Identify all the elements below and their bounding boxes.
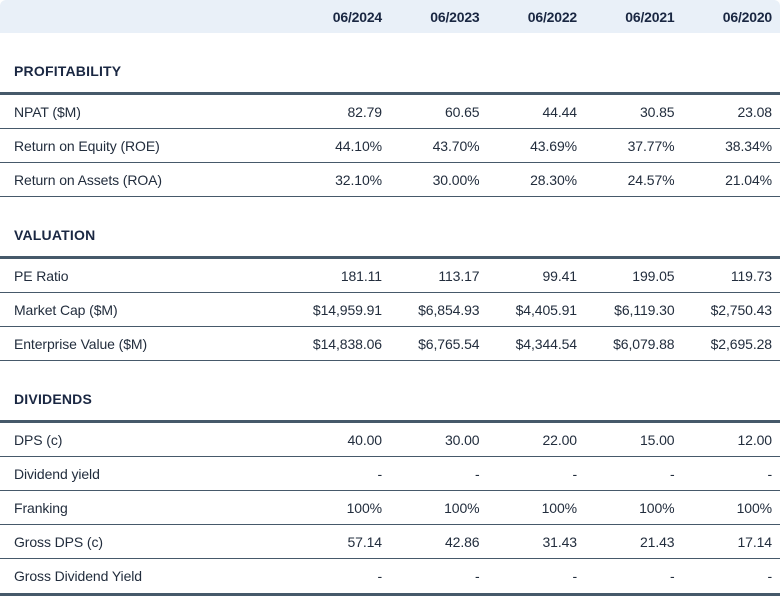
table-section: PROFITABILITY NPAT ($M) 82.79 60.65 44.44 3…: [0, 33, 780, 197]
row-value: 15.00: [639, 431, 675, 448]
row-value: $14,959.91: [312, 301, 382, 318]
row-value: 21.04%: [725, 171, 772, 188]
column-header-year: 06/2020: [722, 8, 772, 25]
column-header-year: 06/2021: [625, 8, 675, 25]
row-value: $6,119.30: [614, 301, 675, 318]
row-value: $6,854.93: [418, 301, 480, 318]
table-row: Enterprise Value ($M) $14,838.06 $6,765.5…: [0, 327, 780, 361]
section-rows: PE Ratio 181.11 113.17 99.41 199.05 119.73 M…: [0, 259, 780, 361]
table-row: DPS (c) 40.00 30.00 22.00 15.00 12.00: [0, 423, 780, 457]
row-value: 43.70%: [432, 137, 480, 154]
row-value: 12.00: [737, 431, 772, 448]
row-label: DPS (c): [14, 431, 63, 448]
row-value: $4,405.91: [515, 301, 577, 318]
row-value: 100%: [639, 499, 675, 516]
row-value: 57.14: [347, 533, 382, 550]
table-row: PE Ratio 181.11 113.17 99.41 199.05 119.73: [0, 259, 780, 293]
row-value: 17.14: [737, 533, 772, 550]
row-value: -: [377, 465, 382, 482]
table-row: Gross DPS (c) 57.14 42.86 31.43 21.43 17.14: [0, 525, 780, 559]
row-value: -: [474, 465, 480, 482]
row-label: Dividend yield: [14, 465, 100, 482]
row-label: Enterprise Value ($M): [14, 335, 148, 352]
row-value: 82.79: [347, 103, 382, 120]
table-row: Market Cap ($M) $14,959.91 $6,854.93 $4,40…: [0, 293, 780, 327]
table-header-row: 06/2024 06/2023 06/2022 06/2021 06/2020: [0, 0, 780, 33]
table-section: VALUATION PE Ratio 181.11 113.17 99.41 199.…: [0, 197, 780, 361]
row-value: -: [572, 465, 577, 482]
row-label: Return on Assets (ROA): [14, 171, 162, 188]
section-title: VALUATION: [0, 197, 780, 259]
row-value: 60.65: [444, 103, 480, 120]
row-label: Gross DPS (c): [14, 533, 103, 550]
row-value: 199.05: [632, 267, 675, 284]
table-sections: PROFITABILITY NPAT ($M) 82.79 60.65 44.44 3…: [0, 33, 780, 593]
row-value: 30.85: [639, 103, 675, 120]
row-value: $2,695.28: [710, 335, 772, 352]
row-value: $6,765.54: [418, 335, 480, 352]
row-label: Gross Dividend Yield: [14, 568, 142, 584]
row-value: -: [669, 465, 675, 482]
row-value: 30.00%: [432, 171, 480, 188]
row-value: $2,750.43: [710, 301, 772, 318]
table-row: Return on Assets (ROA) 32.10% 30.00% 28.30…: [0, 163, 780, 197]
row-label: Franking: [14, 499, 68, 516]
row-value: 32.10%: [335, 171, 382, 188]
row-value: 40.00: [347, 431, 382, 448]
table-row: NPAT ($M) 82.79 60.65 44.44 30.85 23.08: [0, 95, 780, 129]
row-label: NPAT ($M): [14, 103, 81, 120]
table-row: Dividend yield - - - - -: [0, 457, 780, 491]
row-value: 119.73: [730, 267, 772, 284]
row-value: -: [572, 568, 577, 584]
row-value: 100%: [346, 499, 383, 516]
row-value: 30.00: [444, 431, 480, 448]
row-value: 100%: [444, 499, 480, 516]
row-value: 99.41: [542, 267, 577, 284]
row-value: 21.43: [639, 533, 675, 550]
row-label: Market Cap ($M): [14, 301, 118, 318]
row-value: 44.44: [542, 103, 577, 120]
column-header-year: 06/2022: [527, 8, 577, 25]
row-label: PE Ratio: [14, 267, 69, 284]
section-title: DIVIDENDS: [0, 361, 780, 423]
row-value: 181.11: [340, 267, 382, 284]
row-value: -: [474, 568, 480, 584]
row-value: 44.10%: [335, 137, 382, 154]
section-rows: DPS (c) 40.00 30.00 22.00 15.00 12.00 Divide…: [0, 423, 780, 593]
row-value: 100%: [736, 499, 773, 516]
table-row: Return on Equity (ROE) 44.10% 43.70% 43.69…: [0, 129, 780, 163]
row-value: 22.00: [542, 431, 577, 448]
row-value: -: [767, 568, 772, 584]
section-title: PROFITABILITY: [0, 33, 780, 95]
table-row: Franking 100% 100% 100% 100% 100%: [0, 491, 780, 525]
row-label: Return on Equity (ROE): [14, 137, 160, 154]
row-value: -: [767, 465, 772, 482]
column-header-year: 06/2023: [430, 8, 480, 25]
row-value: $4,344.54: [515, 335, 577, 352]
table-section: DIVIDENDS DPS (c) 40.00 30.00 22.00 15.00 12…: [0, 361, 780, 593]
row-value: $6,079.88: [613, 335, 675, 352]
row-value: -: [377, 568, 382, 584]
row-value: 31.43: [542, 533, 577, 550]
row-value: 43.69%: [530, 137, 577, 154]
row-value: 42.86: [444, 533, 480, 550]
row-value: $14,838.06: [312, 335, 382, 352]
row-value: 37.77%: [627, 137, 675, 154]
row-value: 113.17: [438, 267, 480, 284]
table-row: Gross Dividend Yield - - - - -: [0, 559, 780, 593]
row-value: 28.30%: [530, 171, 577, 188]
section-rows: NPAT ($M) 82.79 60.65 44.44 30.85 23.08 Retu…: [0, 95, 780, 197]
column-header-year: 06/2024: [332, 8, 382, 25]
row-value: 23.08: [737, 103, 772, 120]
row-value: 24.57%: [627, 171, 675, 188]
row-value: 100%: [541, 499, 578, 516]
row-value: 38.34%: [725, 137, 772, 154]
row-value: -: [669, 568, 675, 584]
